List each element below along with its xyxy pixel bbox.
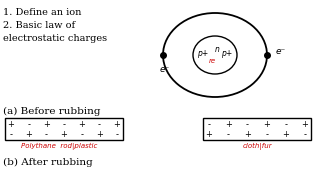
Bar (203, 118, 311, 140)
Text: (a) Before rubbing: (a) Before rubbing (3, 107, 100, 116)
Text: +: + (205, 130, 212, 139)
Text: -: - (284, 120, 287, 129)
Text: -: - (80, 130, 83, 139)
Text: +: + (78, 120, 85, 129)
Text: n: n (215, 46, 220, 55)
Text: -: - (10, 130, 12, 139)
Text: -: - (227, 130, 230, 139)
Text: -: - (265, 130, 268, 139)
Text: +: + (263, 120, 270, 129)
Text: -: - (27, 120, 30, 129)
Text: +: + (244, 130, 251, 139)
Text: +: + (43, 120, 50, 129)
Text: +: + (60, 130, 68, 139)
Text: p+: p+ (221, 50, 233, 59)
Text: +: + (25, 130, 32, 139)
Text: 1. Define an ion: 1. Define an ion (3, 8, 81, 17)
Text: -: - (116, 130, 118, 139)
Text: +: + (301, 120, 308, 129)
Text: -: - (62, 120, 66, 129)
Text: p+: p+ (197, 48, 209, 57)
Text: +: + (282, 130, 289, 139)
Text: -: - (303, 130, 307, 139)
Text: +: + (114, 120, 120, 129)
Text: -: - (207, 120, 211, 129)
Bar (5, 118, 123, 140)
Text: Polythane  rod|plastic: Polythane rod|plastic (21, 143, 97, 150)
Text: +: + (225, 120, 232, 129)
Text: +: + (96, 130, 103, 139)
Text: electrostatic charges: electrostatic charges (3, 34, 107, 43)
Text: 2. Basic law of: 2. Basic law of (3, 21, 75, 30)
Text: +: + (8, 120, 14, 129)
Text: e⁻: e⁻ (160, 65, 170, 74)
Text: re: re (208, 58, 216, 64)
Text: cloth|fur: cloth|fur (242, 143, 272, 150)
Text: e⁻: e⁻ (276, 48, 286, 57)
Text: -: - (98, 120, 101, 129)
Text: -: - (246, 120, 249, 129)
Text: -: - (45, 130, 48, 139)
Text: (b) After rubbing: (b) After rubbing (3, 158, 93, 167)
